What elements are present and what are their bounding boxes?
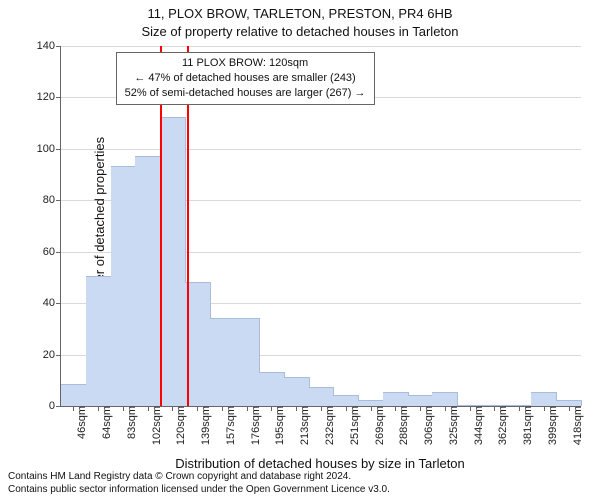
x-tick-label: 195sqm: [270, 406, 286, 445]
bar: [383, 392, 409, 406]
plot-area: 02040608010012014046sqm64sqm83sqm102sqm1…: [60, 46, 581, 407]
x-tick-label: 399sqm: [543, 406, 559, 445]
x-tick-label: 46sqm: [72, 406, 88, 439]
bar: [61, 384, 87, 406]
chart-subtitle: Size of property relative to detached ho…: [0, 24, 600, 39]
annotation-line-2: ← 47% of detached houses are smaller (24…: [125, 71, 366, 86]
bar: [432, 392, 458, 406]
bar: [309, 387, 335, 406]
bar: [135, 156, 161, 406]
x-tick-label: 157sqm: [221, 406, 237, 445]
x-tick-label: 381sqm: [518, 406, 534, 445]
x-axis-label: Distribution of detached houses by size …: [60, 456, 580, 471]
x-tick-label: 232sqm: [320, 406, 336, 445]
credit-line-2: Contains public sector information licen…: [8, 484, 390, 495]
x-tick-label: 251sqm: [345, 406, 361, 445]
chart-title: 11, PLOX BROW, TARLETON, PRESTON, PR4 6H…: [0, 6, 600, 21]
credit-line-1: Contains HM Land Registry data © Crown c…: [8, 471, 351, 482]
bar: [531, 392, 557, 406]
bar: [408, 395, 434, 406]
bar: [333, 395, 359, 406]
x-tick-label: 120sqm: [171, 406, 187, 445]
bar: [210, 318, 236, 406]
y-tick-label: 140: [37, 40, 61, 52]
x-tick-label: 306sqm: [419, 406, 435, 445]
y-tick-label: 20: [43, 349, 61, 361]
bar: [111, 166, 137, 406]
x-tick-label: 102sqm: [147, 406, 163, 445]
y-tick-label: 80: [43, 194, 61, 206]
bar: [259, 372, 285, 406]
x-tick-label: 269sqm: [370, 406, 386, 445]
gridline: [61, 46, 581, 47]
x-tick-label: 64sqm: [97, 406, 113, 439]
x-tick-label: 288sqm: [394, 406, 410, 445]
y-tick-label: 100: [37, 143, 61, 155]
annotation-line-3: 52% of semi-detached houses are larger (…: [125, 86, 366, 101]
bar: [284, 377, 310, 406]
x-tick-label: 139sqm: [196, 406, 212, 445]
x-tick-label: 325sqm: [444, 406, 460, 445]
x-tick-label: 344sqm: [469, 406, 485, 445]
y-tick-label: 120: [37, 91, 61, 103]
gridline: [61, 149, 581, 150]
bar: [234, 318, 260, 406]
y-tick-label: 60: [43, 246, 61, 258]
x-tick-label: 418sqm: [568, 406, 584, 445]
x-tick-label: 83sqm: [122, 406, 138, 439]
annotation-line-1: 11 PLOX BROW: 120sqm: [125, 56, 366, 71]
y-tick-label: 40: [43, 297, 61, 309]
y-tick-label: 0: [49, 400, 61, 412]
bar: [86, 276, 112, 406]
annotation-box: 11 PLOX BROW: 120sqm ← 47% of detached h…: [116, 52, 375, 105]
x-tick-label: 176sqm: [246, 406, 262, 445]
x-tick-label: 362sqm: [493, 406, 509, 445]
credits: Contains HM Land Registry data © Crown c…: [8, 471, 592, 496]
x-tick-label: 213sqm: [295, 406, 311, 445]
